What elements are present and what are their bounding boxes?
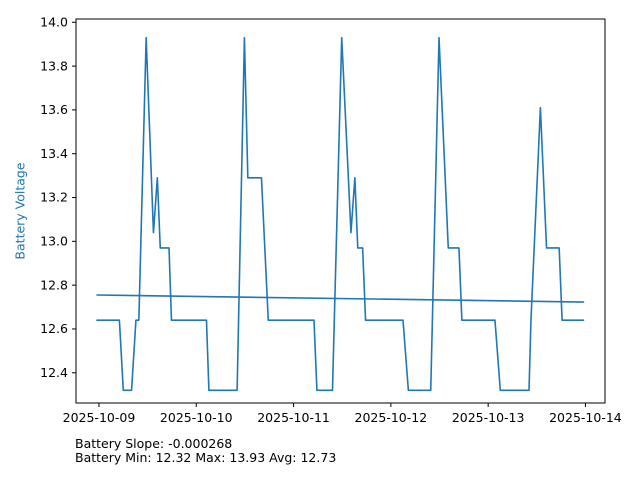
y-axis-label: Battery Voltage xyxy=(12,162,28,260)
x-axis-tick-label: 2025-10-09 xyxy=(63,410,136,425)
x-axis-tick-label: 2025-10-14 xyxy=(549,410,622,425)
x-axis-tick-label: 2025-10-13 xyxy=(452,410,525,425)
x-axis-tick-label: 2025-10-11 xyxy=(257,410,330,425)
y-axis-tick-label: 14.0 xyxy=(40,14,68,29)
y-axis-tick-label: 13.4 xyxy=(40,146,68,161)
y-axis-tick-label: 13.8 xyxy=(40,58,68,73)
trend-line xyxy=(96,294,585,303)
y-axis-tick-label: 12.8 xyxy=(40,277,68,292)
y-axis-tick-label: 13.2 xyxy=(40,190,68,205)
y-axis-tick-label: 12.4 xyxy=(40,365,68,380)
x-axis-tick-label: 2025-10-10 xyxy=(160,410,233,425)
slope-annotation: Battery Slope: -0.000268 xyxy=(75,436,233,451)
y-axis-tick-label: 13.6 xyxy=(40,102,68,117)
plot-border xyxy=(75,18,606,404)
x-axis-tick-label: 2025-10-12 xyxy=(355,410,428,425)
data-line xyxy=(96,36,585,392)
minmax-annotation: Battery Min: 12.32 Max: 13.93 Avg: 12.73 xyxy=(75,450,337,465)
y-axis-tick-label: 12.6 xyxy=(40,321,68,336)
y-axis-tick-label: 13.0 xyxy=(40,234,68,249)
